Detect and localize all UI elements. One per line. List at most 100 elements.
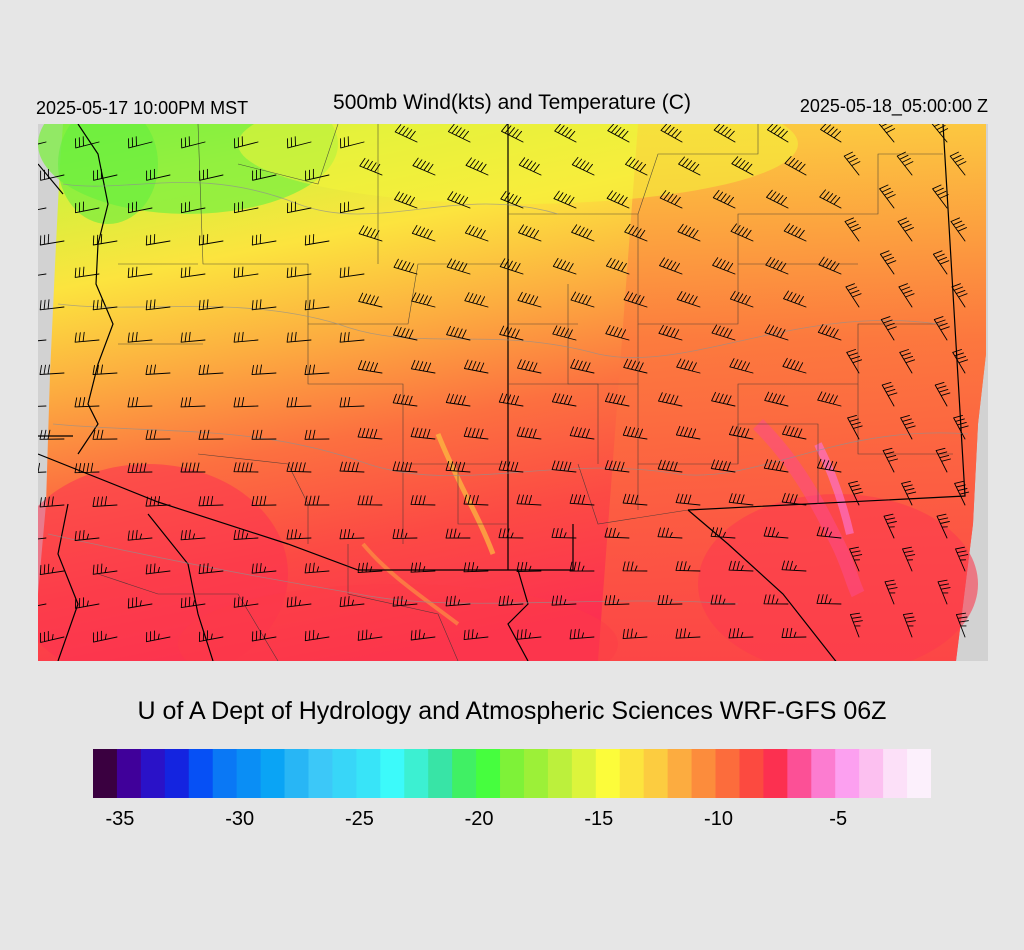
wind-barb bbox=[498, 393, 524, 407]
wind-barb bbox=[304, 234, 330, 246]
wind-barb bbox=[445, 460, 471, 473]
wind-barb bbox=[199, 168, 224, 181]
state-border bbox=[38, 453, 574, 571]
colorbar-swatch bbox=[476, 749, 501, 798]
border-river bbox=[147, 513, 214, 661]
wind-barb bbox=[233, 596, 259, 608]
wind-barb bbox=[39, 429, 65, 440]
wind-barb bbox=[92, 364, 118, 375]
state-border bbox=[507, 569, 529, 661]
wind-barb bbox=[782, 357, 807, 374]
wind-barb bbox=[127, 529, 153, 541]
wind-barb bbox=[849, 546, 863, 572]
wind-barb bbox=[896, 151, 914, 176]
wind-barb bbox=[304, 364, 330, 375]
wind-barb bbox=[180, 462, 206, 473]
wind-barb bbox=[952, 349, 969, 374]
wind-barb bbox=[304, 562, 330, 574]
wind-barb bbox=[676, 291, 701, 308]
wind-barb bbox=[145, 496, 171, 507]
wind-barb bbox=[897, 217, 914, 242]
colorbar-swatch bbox=[835, 749, 860, 798]
wind-barb bbox=[675, 561, 701, 572]
colorbar-swatch bbox=[787, 749, 812, 798]
colorbar-swatch bbox=[739, 749, 764, 798]
wind-barb bbox=[818, 256, 842, 275]
wind-barb bbox=[411, 292, 436, 308]
wind-barb bbox=[146, 168, 171, 181]
wind-barb bbox=[843, 151, 861, 176]
wind-barb bbox=[252, 168, 277, 181]
wind-barb bbox=[570, 291, 595, 308]
wind-barb bbox=[711, 324, 736, 341]
wind-barb bbox=[39, 234, 65, 246]
wind-barb bbox=[198, 495, 224, 507]
wind-barb bbox=[251, 234, 277, 246]
colorbar-tick-label: -25 bbox=[344, 808, 374, 830]
wind-barb bbox=[657, 459, 683, 473]
wind-barb bbox=[657, 527, 683, 539]
wind-barb bbox=[446, 325, 471, 341]
wind-barb bbox=[286, 331, 312, 343]
wind-barb bbox=[339, 461, 365, 473]
wind-barb bbox=[551, 527, 577, 539]
wind-barbs bbox=[38, 124, 970, 643]
wind-barb bbox=[553, 190, 577, 209]
colorbar-swatch bbox=[284, 749, 310, 798]
wind-barb bbox=[713, 124, 736, 143]
colorbar-swatch bbox=[356, 749, 381, 798]
wind-barb bbox=[411, 224, 436, 242]
wind-barb bbox=[845, 283, 862, 308]
wind-barb bbox=[304, 495, 330, 506]
wind-barb bbox=[145, 364, 171, 375]
colorbar-swatch bbox=[547, 749, 573, 798]
wind-barb bbox=[499, 258, 524, 275]
wind-barb bbox=[128, 136, 153, 149]
wind-barb bbox=[339, 331, 365, 343]
wind-barb bbox=[816, 526, 842, 539]
wind-barb bbox=[604, 527, 630, 539]
wind-barb bbox=[498, 528, 524, 539]
colorbar-swatch bbox=[715, 749, 741, 798]
wind-barb bbox=[180, 397, 206, 408]
wind-barb bbox=[554, 124, 577, 143]
wind-barb bbox=[675, 493, 701, 506]
wind-barb bbox=[410, 427, 436, 440]
temperature-contours bbox=[47, 182, 969, 605]
wind-barb bbox=[447, 191, 471, 209]
wind-barb bbox=[710, 459, 736, 473]
wind-barb bbox=[198, 630, 224, 642]
wind-barb bbox=[883, 513, 897, 539]
wind-barb bbox=[552, 325, 577, 341]
colorbar-swatch bbox=[500, 749, 525, 798]
wind-barb bbox=[498, 460, 524, 473]
colorbar-tick-labels: -35 -30 -25 -20 -15 -10 -5 bbox=[0, 808, 1024, 838]
wind-barb bbox=[711, 391, 736, 407]
colorbar-swatch bbox=[571, 749, 597, 798]
wind-barb bbox=[551, 392, 577, 407]
wind-barb bbox=[518, 157, 542, 176]
wind-barb bbox=[74, 597, 100, 609]
wind-barb bbox=[901, 480, 917, 506]
wind-barb bbox=[339, 266, 365, 278]
wind-barb bbox=[180, 529, 206, 541]
wind-barb bbox=[393, 326, 418, 341]
wind-barb bbox=[884, 579, 898, 605]
wind-barb bbox=[198, 364, 224, 375]
wind-barb bbox=[766, 124, 789, 143]
wind-barb bbox=[181, 136, 206, 149]
wind-barb bbox=[516, 561, 542, 572]
colorbar-swatch bbox=[667, 749, 693, 798]
wind-barb bbox=[233, 462, 259, 473]
wind-barb bbox=[729, 358, 754, 374]
wind-barb bbox=[445, 528, 471, 539]
wind-barb bbox=[233, 397, 259, 408]
colorbar-tick-label: -5 bbox=[829, 808, 848, 830]
wind-barb bbox=[127, 266, 153, 278]
wind-barb bbox=[625, 156, 648, 176]
wind-barb bbox=[198, 234, 224, 246]
wind-barb bbox=[623, 358, 648, 374]
wind-barb bbox=[517, 291, 542, 308]
wind-barb bbox=[605, 257, 630, 275]
wind-barb bbox=[304, 299, 330, 311]
